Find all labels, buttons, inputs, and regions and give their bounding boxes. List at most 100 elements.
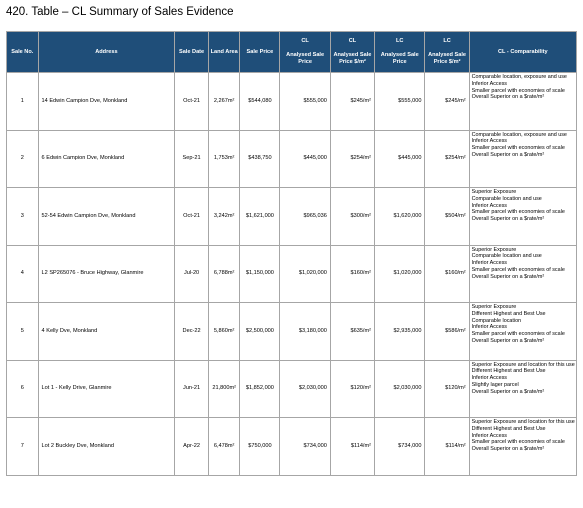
cell-sale-date: Apr-22 — [174, 417, 209, 476]
header-cl-analysed-rate: CL Analysed Sale Price $/m² — [329, 31, 376, 73]
cell-cl-analysed-rate: $245/m² — [329, 72, 376, 131]
comparability-line: Different Highest and Best Use — [471, 368, 546, 375]
cell-cl-analysed-rate: $254/m² — [329, 129, 376, 188]
cell-comparability: Comparable location, exposure and use Inf… — [468, 129, 578, 188]
cell-sale-date: Oct-21 — [174, 72, 209, 131]
comparability-line: Inferior Access — [471, 375, 507, 381]
cell-sale-no: 2 — [6, 129, 39, 188]
header-cl-analysed-price-line1: CL — [301, 38, 309, 45]
comparability-line: Overall Superior on a $rate/m² — [471, 446, 545, 452]
comparability-line: Comparable location — [471, 317, 522, 324]
cell-sale-no: 4 — [6, 244, 39, 303]
header-sale-price: Sale Price — [239, 31, 281, 73]
cell-sale-date: Dec-22 — [174, 302, 209, 361]
comparability-line: Superior Exposure — [471, 304, 517, 310]
cell-comparability: Superior Exposure and location for this … — [468, 417, 578, 476]
cell-cl-analysed-price: $965,036 — [279, 187, 331, 246]
comparability-line: Inferior Access — [471, 432, 507, 439]
cell-sale-price: $544,080 — [239, 72, 281, 131]
cell-address: 6 Edwin Campion Dve, Monkland — [37, 129, 176, 188]
comparability-line: Smaller parcel with economies of scale — [471, 331, 565, 337]
header-sale-date: Sale Date — [174, 31, 209, 73]
cell-address: 14 Edwin Campion Dve, Monkland — [37, 72, 176, 131]
header-cl-analysed-rate-line2: Analysed Sale Price $/m² — [333, 52, 372, 65]
header-lc-analysed-price-line2: Analysed Sale Price — [380, 52, 419, 65]
comparability-line: Overall Superior on a $rate/m² — [471, 273, 545, 280]
comparability-line: Superior Exposure — [471, 189, 517, 195]
cell-comparability: Superior Exposure and location for this … — [468, 359, 578, 418]
comparability-line: Smaller parcel with economies of scale — [471, 266, 565, 273]
cell-sale-date: Oct-21 — [174, 187, 209, 246]
comparability-line: Comparable location and use — [471, 195, 542, 202]
cell-lc-analysed-price: $1,620,000 — [374, 187, 426, 246]
cell-sale-price: $1,621,000 — [239, 187, 281, 246]
cell-sale-date: Jul-20 — [174, 244, 209, 303]
cell-sale-date: Jun-21 — [174, 359, 209, 418]
comparability-line: Inferior Access — [471, 138, 507, 145]
comparability-line: Superior Exposure and location for this … — [471, 419, 575, 425]
comparability-line: Smaller parcel with economies of scale — [471, 145, 565, 151]
comparability-line: Overall Superior on a $rate/m² — [471, 151, 545, 158]
comparability-line: Slightly lager parcel — [471, 381, 519, 388]
cell-lc-analysed-price: $2,030,000 — [374, 359, 426, 418]
table-body: 1 14 Edwin Campion Dve, Monkland Oct-21 2,2… — [6, 72, 578, 476]
cell-address: 4 Kelly Dve, Monkland — [37, 302, 176, 361]
cell-cl-analysed-price: $3,180,000 — [279, 302, 331, 361]
header-lc-analysed-rate-line2: Analysed Sale Price $/m² — [428, 52, 467, 65]
comparability-line: Smaller parcel with economies of scale — [471, 87, 565, 94]
comparability-line: Comparable location, exposure and use — [471, 131, 567, 138]
cell-lc-analysed-price: $2,935,000 — [374, 302, 426, 361]
comparability-line: Smaller parcel with economies of scale — [471, 209, 565, 216]
cell-cl-analysed-price: $1,020,000 — [279, 244, 331, 303]
cell-comparability: Comparable location, exposure and use Inf… — [468, 72, 578, 131]
comparability-line: Inferior Access — [471, 80, 507, 87]
cell-address: Lot 2 Buckley Dve, Monkland — [37, 417, 176, 476]
cell-sale-no: 7 — [6, 417, 39, 476]
cell-lc-analysed-rate: $254/m² — [424, 129, 470, 188]
cell-cl-analysed-price: $734,000 — [279, 417, 331, 476]
cell-cl-analysed-price: $555,000 — [279, 72, 331, 131]
comparability-line: Inferior Access — [471, 324, 507, 331]
comparability-line: Overall Superior on a $rate/m² — [471, 388, 545, 395]
table-row: 4 L2 SP265076 - Bruce Highway, Glanmire Ju… — [6, 244, 578, 303]
cell-sale-no: 1 — [6, 72, 39, 131]
cell-comparability: Superior Exposure Different Highest and B… — [468, 302, 578, 361]
table-row: 1 14 Edwin Campion Dve, Monkland Oct-21 2,2… — [6, 72, 578, 131]
table-title: 420. Table – CL Summary of Sales Evidenc… — [6, 6, 234, 18]
cell-comparability: Superior Exposure Comparable location and… — [468, 187, 578, 246]
cell-sale-price: $1,150,000 — [239, 244, 281, 303]
comparability-line: Superior Exposure and location for this … — [471, 361, 575, 368]
cell-cl-analysed-rate: $120/m² — [329, 359, 376, 418]
cell-cl-analysed-rate: $300/m² — [329, 187, 376, 246]
cell-lc-analysed-price: $555,000 — [374, 72, 426, 131]
cell-lc-analysed-price: $1,020,000 — [374, 244, 426, 303]
cell-address: 52-54 Edwin Campion Dve, Monkland — [37, 187, 176, 246]
comparability-line: Different Highest and Best Use — [471, 425, 546, 432]
cell-lc-analysed-rate: $586/m² — [424, 302, 470, 361]
comparability-line: Superior Exposure — [471, 246, 517, 253]
cell-cl-analysed-rate: $114/m² — [329, 417, 376, 476]
cell-cl-analysed-price: $445,000 — [279, 129, 331, 188]
cell-cl-analysed-rate: $635/m² — [329, 302, 376, 361]
cell-cl-analysed-price: $2,030,000 — [279, 359, 331, 418]
header-lc-analysed-price-line1: LC — [396, 38, 404, 45]
header-lc-analysed-rate: LC Analysed Sale Price $/m² — [424, 31, 470, 73]
cell-sale-price: $2,500,000 — [239, 302, 281, 361]
cell-cl-analysed-rate: $160/m² — [329, 244, 376, 303]
comparability-line: Inferior Access — [471, 202, 507, 209]
cell-comparability: Superior Exposure Comparable location and… — [468, 244, 578, 303]
cell-lc-analysed-rate: $120/m² — [424, 359, 470, 418]
comparability-line: Inferior Access — [471, 260, 507, 266]
comparability-line: Overall Superior on a $rate/m² — [471, 337, 545, 344]
comparability-line: Comparable location, exposure and use — [471, 74, 567, 80]
cell-lc-analysed-price: $734,000 — [374, 417, 426, 476]
comparability-line: Overall Superior on a $rate/m² — [471, 94, 545, 101]
cell-sale-price: $1,852,000 — [239, 359, 281, 418]
header-lc-analysed-price: LC Analysed Sale Price — [374, 31, 426, 73]
cell-lc-analysed-rate: $245/m² — [424, 72, 470, 131]
cell-sale-no: 3 — [6, 187, 39, 246]
cell-sale-no: 5 — [6, 302, 39, 361]
comparability-line: Comparable location and use — [471, 253, 542, 260]
